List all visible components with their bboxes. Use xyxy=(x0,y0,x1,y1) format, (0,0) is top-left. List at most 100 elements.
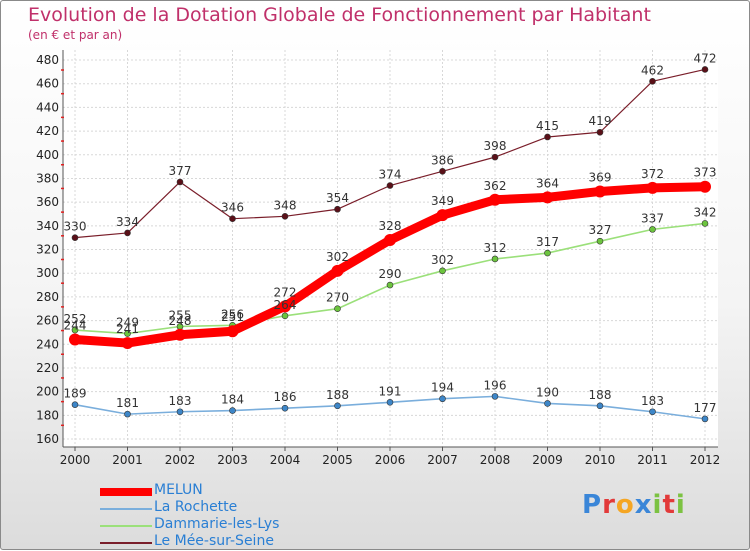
data-point-le-m-e-sur-seine xyxy=(71,234,79,241)
data-point-melun xyxy=(646,181,659,194)
data-label-le-m-e-sur-seine: 386 xyxy=(431,153,454,167)
data-label-la-rochette: 188 xyxy=(589,388,612,402)
data-label-melun: 364 xyxy=(536,176,559,190)
data-label-melun: 373 xyxy=(694,166,717,180)
data-point-dammarie-les-lys xyxy=(491,255,499,263)
data-point-le-m-e-sur-seine xyxy=(701,66,709,73)
x-tick-label: 2011 xyxy=(637,453,668,467)
y-tick-label: 260 xyxy=(36,314,59,328)
data-point-dammarie-les-lys xyxy=(439,267,446,275)
data-label-le-m-e-sur-seine: 472 xyxy=(694,51,717,65)
data-label-melun: 369 xyxy=(589,170,612,184)
data-label-le-m-e-sur-seine: 354 xyxy=(326,191,349,205)
data-label-melun: 272 xyxy=(274,285,297,299)
data-label-le-m-e-sur-seine: 346 xyxy=(221,201,244,215)
y-tick-label: 240 xyxy=(36,337,59,351)
data-point-le-m-e-sur-seine xyxy=(649,78,656,85)
data-point-dammarie-les-lys xyxy=(649,226,656,233)
data-point-dammarie-les-lys xyxy=(701,220,709,227)
data-label-le-m-e-sur-seine: 415 xyxy=(536,119,559,133)
grid-lines xyxy=(63,50,718,447)
data-point-melun xyxy=(541,191,554,204)
data-label-melun: 302 xyxy=(326,250,349,264)
data-point-la-rochette xyxy=(701,415,709,423)
data-label-le-m-e-sur-seine: 398 xyxy=(484,139,507,153)
axes: 160 180 200 220 240 260 280 300 320 340 360 380 400 4… xyxy=(36,50,720,467)
data-label-le-m-e-sur-seine: 462 xyxy=(641,63,664,77)
data-label-la-rochette: 186 xyxy=(274,390,297,404)
data-label-le-m-e-sur-seine: 377 xyxy=(169,164,192,178)
data-label-melun: 362 xyxy=(484,179,507,193)
data-point-la-rochette xyxy=(439,395,446,403)
x-tick-label: 2007 xyxy=(427,453,458,467)
data-point-la-rochette xyxy=(596,402,604,410)
y-tick-label: 320 xyxy=(36,243,59,257)
data-label-dammarie-les-lys: 337 xyxy=(641,211,664,225)
x-tick-label: 2009 xyxy=(532,453,563,467)
y-tick-label: 400 xyxy=(36,148,59,162)
x-tick-label: 2000 xyxy=(60,453,91,467)
data-point-la-rochette xyxy=(386,398,394,406)
data-point-la-rochette xyxy=(229,407,236,414)
data-point-la-rochette xyxy=(176,408,184,416)
data-label-le-m-e-sur-seine: 348 xyxy=(274,198,297,212)
y-tick-label: 360 xyxy=(36,195,59,209)
data-label-dammarie-les-lys: 256 xyxy=(221,307,244,321)
x-tick-label: 2008 xyxy=(480,453,511,467)
data-point-la-rochette xyxy=(124,410,131,418)
data-point-la-rochette xyxy=(71,401,79,408)
x-tick-label: 2010 xyxy=(585,453,616,467)
data-label-melun: 251 xyxy=(221,310,244,324)
data-point-melun xyxy=(384,234,396,247)
data-label-dammarie-les-lys: 255 xyxy=(169,308,192,322)
y-tick-label: 200 xyxy=(36,385,59,399)
data-point-dammarie-les-lys xyxy=(281,312,289,320)
data-point-le-m-e-sur-seine xyxy=(176,178,184,186)
data-point-dammarie-les-lys xyxy=(386,281,394,289)
data-label-la-rochette: 196 xyxy=(484,378,507,392)
data-point-melun xyxy=(279,300,291,313)
data-label-la-rochette: 177 xyxy=(694,401,717,415)
data-point-la-rochette xyxy=(334,402,341,410)
logo-letter: i xyxy=(675,490,686,520)
data-point-dammarie-les-lys xyxy=(334,305,341,313)
x-tick-label: 2003 xyxy=(217,453,248,467)
data-point-melun xyxy=(331,264,344,277)
data-point-le-m-e-sur-seine xyxy=(124,229,131,237)
logo-letter: r xyxy=(602,490,616,520)
y-tick-label: 440 xyxy=(36,100,59,114)
data-label-la-rochette: 183 xyxy=(641,394,664,408)
data-label-la-rochette: 181 xyxy=(116,396,139,410)
data-label-la-rochette: 190 xyxy=(536,385,559,399)
logo-letter: P xyxy=(582,490,603,520)
data-point-la-rochette xyxy=(649,408,656,416)
data-point-dammarie-les-lys xyxy=(544,249,551,257)
y-tick-label: 160 xyxy=(36,432,59,446)
data-point-le-m-e-sur-seine xyxy=(386,182,394,189)
data-label-la-rochette: 194 xyxy=(431,381,454,395)
data-point-la-rochette xyxy=(544,400,551,407)
logo-letter: i xyxy=(652,490,663,520)
logo-letter: o xyxy=(615,490,635,520)
data-point-dammarie-les-lys xyxy=(596,237,604,245)
data-label-la-rochette: 189 xyxy=(64,387,87,401)
data-point-dammarie-les-lys xyxy=(71,326,79,334)
data-point-melun xyxy=(174,328,186,341)
data-label-dammarie-les-lys: 270 xyxy=(326,291,349,305)
data-point-le-m-e-sur-seine xyxy=(491,153,499,161)
legend-swatch-melun xyxy=(100,488,152,496)
y-tick-label: 420 xyxy=(36,124,59,138)
data-point-le-m-e-sur-seine xyxy=(281,213,289,220)
data-labels: 330 334 377 346 348 354 374 386 398 415 419 462 472 2… xyxy=(64,51,717,414)
data-label-le-m-e-sur-seine: 419 xyxy=(589,114,612,128)
data-point-dammarie-les-lys xyxy=(124,330,131,337)
legend-swatch-la-rochette xyxy=(100,508,152,510)
data-label-dammarie-les-lys: 342 xyxy=(694,205,717,219)
data-label-dammarie-les-lys: 327 xyxy=(589,223,612,237)
data-label-la-rochette: 184 xyxy=(221,393,244,407)
y-tick-label: 180 xyxy=(36,408,59,422)
legend-swatch-dammarie-les-lys xyxy=(100,525,152,527)
data-label-melun: 349 xyxy=(431,194,454,208)
data-label-melun: 328 xyxy=(379,219,402,233)
data-point-le-m-e-sur-seine xyxy=(439,168,446,175)
